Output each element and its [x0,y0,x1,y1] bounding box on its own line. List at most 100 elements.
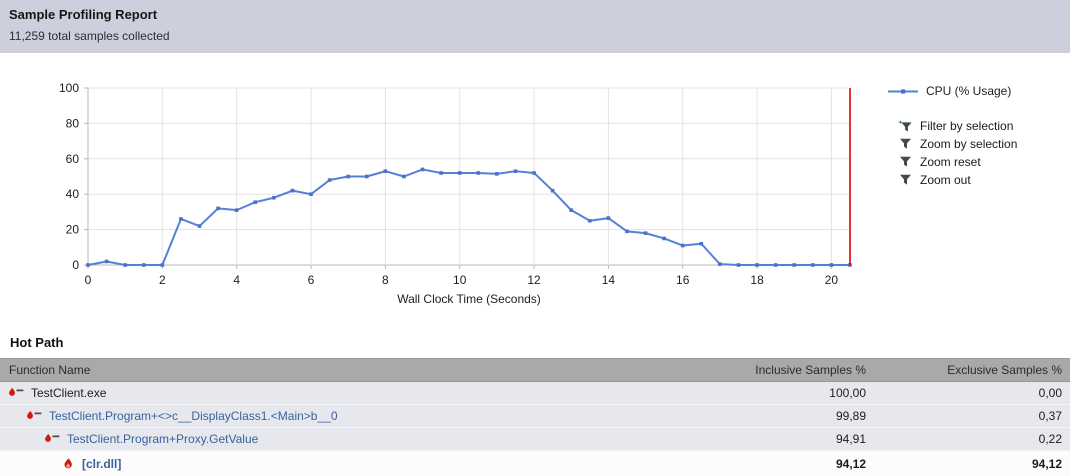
filter-new-funnel-icon [898,119,913,133]
data-point-marker [811,263,815,267]
table-body: TestClient.exe 100,00 0,00 TestClient.Progr… [0,382,1070,476]
function-name: TestClient.exe [31,386,107,400]
data-point-marker [86,263,90,267]
data-point-marker [792,263,797,267]
data-point-marker [625,229,629,234]
data-point-marker [364,174,369,179]
y-tick-label: 40 [66,187,80,201]
action-label: Zoom reset [920,155,981,169]
page-title: Sample Profiling Report [9,7,158,22]
data-point-marker [123,263,127,267]
hot-path-table: Function Name Inclusive Samples % Exclus… [0,358,1070,476]
column-header-function-name[interactable]: Function Name [9,363,91,377]
column-header-exclusive-samples[interactable]: Exclusive Samples % [947,363,1062,377]
exclusive-samples-value: 0,22 [1038,432,1062,446]
inclusive-samples-value: 99,89 [835,409,866,423]
report-header: Sample Profiling Report 11,259 total sam… [0,0,1070,53]
data-point-marker [532,171,536,175]
x-tick-label: 6 [308,273,315,287]
data-point-marker [179,217,183,221]
cpu-usage-line [87,168,850,266]
data-point-marker [160,263,165,267]
cpu-usage-chart[interactable]: 0 20 40 60 80 100 0 2 4 6 8 10 12 14 16 18 20 Wall Clock … [0,80,880,312]
zoom-by-selection-button[interactable]: Zoom by selection [898,135,1017,153]
legend-label: CPU (% Usage) [926,84,1012,98]
hot-path-row[interactable]: TestClient.Program+<>c__DisplayClass1.<M… [0,405,1070,428]
function-name-cell: TestClient.exe [0,386,736,400]
x-tick-label: 2 [159,273,166,287]
data-point-marker [736,263,741,267]
data-point-marker [643,231,648,235]
x-axis-label: Wall Clock Time (Seconds) [397,292,541,306]
data-point-marker [495,172,499,176]
data-point-marker [569,208,574,212]
action-label: Filter by selection [920,119,1014,133]
zoom-out-button[interactable]: Zoom out [898,171,1017,189]
data-point-marker [346,174,350,179]
x-tick-label: 20 [825,273,839,287]
data-point-marker [197,224,202,228]
data-point-marker [457,171,462,175]
inclusive-samples-value: 100,00 [829,386,866,400]
action-label: Zoom out [920,173,971,187]
function-name-cell: TestClient.Program+Proxy.GetValue [0,432,736,446]
function-name[interactable]: [clr.dll] [82,456,122,471]
y-tick-label: 60 [66,152,80,166]
hot-path-row[interactable]: TestClient.Program+Proxy.GetValue 94,91 0,… [0,428,1070,451]
data-point-marker [773,263,778,267]
data-point-marker [606,216,611,220]
data-point-marker [383,169,388,173]
y-tick-label: 80 [66,116,80,130]
x-tick-label: 0 [85,273,92,287]
x-tick-label: 8 [382,273,389,287]
filter-funnel-icon [898,156,913,168]
x-tick-label: 4 [233,273,240,287]
table-header-row: Function Name Inclusive Samples % Exclus… [0,358,1070,382]
data-point-marker [755,263,759,267]
x-tick-label: 16 [676,273,690,287]
function-name[interactable]: TestClient.Program+<>c__DisplayClass1.<M… [49,409,338,423]
data-point-marker [253,200,258,204]
y-tick-label: 0 [72,258,79,272]
data-point-marker [402,174,406,179]
inclusive-samples-value: 94,91 [835,432,866,446]
data-point-marker [680,243,685,248]
cpu-series-line-icon [888,87,918,96]
x-tick-label: 14 [602,273,616,287]
column-header-inclusive-samples[interactable]: Inclusive Samples % [755,363,866,377]
data-point-marker [513,169,518,173]
chart-actions: Filter by selection Zoom by selection Zo… [898,117,1017,189]
data-point-marker [588,218,592,223]
filter-by-selection-button[interactable]: Filter by selection [898,117,1017,135]
hot-path-row[interactable]: TestClient.exe 100,00 0,00 [0,382,1070,405]
action-label: Zoom by selection [920,137,1018,151]
data-point-marker [662,236,666,241]
hot-path-row[interactable]: [clr.dll] 94,12 94,12 [0,451,1070,476]
data-point-marker [290,188,295,193]
data-point-marker [141,263,146,267]
inclusive-samples-value: 94,12 [835,456,866,471]
data-point-marker [829,263,834,267]
x-tick-label: 12 [527,273,541,287]
function-name[interactable]: TestClient.Program+Proxy.GetValue [67,432,259,446]
data-point-marker [439,171,443,175]
data-point-marker [272,195,276,200]
data-point-marker [550,188,555,193]
filter-funnel-icon [898,174,913,186]
hot-path-branch-icon [44,433,60,446]
filter-funnel-icon [898,138,913,150]
data-point-marker [699,241,704,246]
data-point-marker [476,171,481,175]
function-name-cell: [clr.dll] [0,457,736,471]
x-tick-label: 10 [453,273,467,287]
exclusive-samples-value: 0,00 [1038,386,1062,400]
hot-path-title: Hot Path [10,335,64,350]
data-point-marker [104,259,109,264]
flame-icon [62,457,75,471]
data-point-marker [327,178,332,182]
data-point-marker [420,167,425,172]
chart-legend: CPU (% Usage) [888,84,1011,98]
y-tick-label: 20 [66,223,80,237]
zoom-reset-button[interactable]: Zoom reset [898,153,1017,171]
data-point-marker [234,208,239,212]
